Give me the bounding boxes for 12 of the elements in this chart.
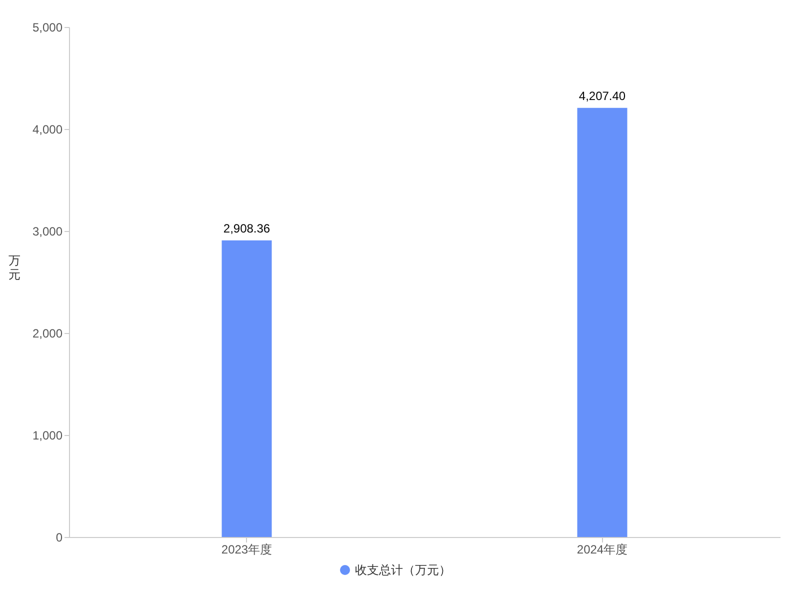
y-axis-title: 万元 [8,254,20,282]
data-label: 4,207.40 [578,88,626,103]
y-tick-label: 1,000 [32,428,63,442]
legend-label: 收支总计（万元） [355,563,451,577]
y-tick-label: 3,000 [32,224,63,238]
y-tick-label: 2,000 [32,326,63,340]
x-tick-label: 2024年度 [576,542,628,556]
y-tick-label: 0 [56,530,63,544]
y-tick-label: 4,000 [32,122,63,136]
x-tick-label: 2023年度 [221,542,272,556]
data-label: 2,908.36 [223,221,270,236]
y-tick-label: 5,000 [32,20,63,34]
